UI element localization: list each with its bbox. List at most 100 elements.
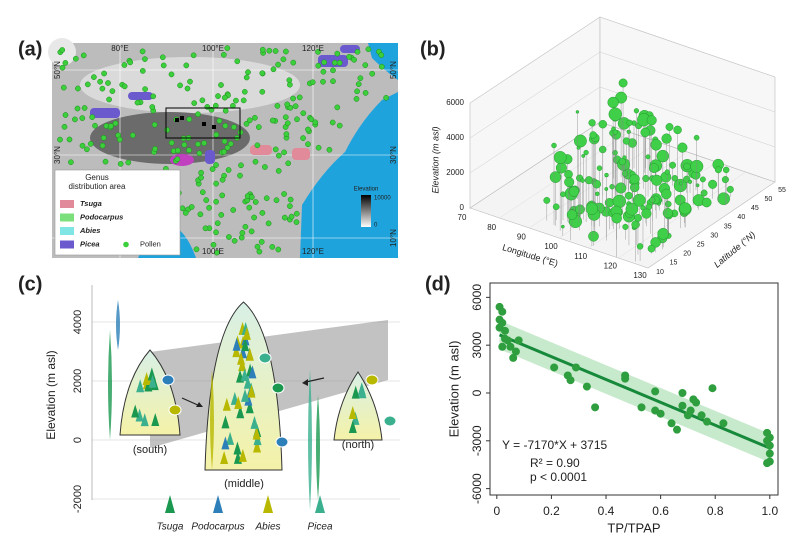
- site-ball: [679, 181, 683, 186]
- legend-tree: [165, 495, 175, 513]
- site-ball: [651, 174, 663, 186]
- site-ball: [650, 237, 661, 248]
- pollen-site: [142, 86, 148, 92]
- pollen-site: [226, 234, 232, 240]
- tree-icon: [244, 392, 253, 406]
- pollen-site: [219, 192, 226, 199]
- site-ball: [662, 207, 673, 218]
- pollen-site: [241, 88, 248, 95]
- pollen-site: [300, 110, 307, 117]
- y-title: Elevation (m asl): [44, 350, 58, 439]
- pollen-site: [196, 150, 203, 157]
- pollen-site: [174, 156, 181, 163]
- data-point: [566, 376, 575, 385]
- site-marker: [202, 122, 206, 126]
- pollen-site: [92, 122, 98, 129]
- pollen-site: [62, 112, 69, 118]
- pollen-site: [354, 48, 361, 55]
- site-ball: [629, 173, 640, 185]
- site-ball: [649, 163, 659, 173]
- pollen-site: [254, 142, 261, 149]
- tree-icon: [348, 405, 357, 419]
- site-ball: [632, 193, 646, 207]
- pollen-site: [222, 107, 229, 114]
- pollen-site: [233, 97, 239, 104]
- lat-label: 10°N: [389, 229, 398, 247]
- wall-grid: [469, 86, 601, 174]
- data-point: [511, 347, 520, 356]
- pollen-site: [186, 116, 193, 123]
- site-ball: [690, 159, 704, 173]
- pollen-site: [331, 59, 338, 66]
- x-tick-label: 130: [633, 271, 647, 280]
- pollen-site: [197, 211, 204, 218]
- pollen-site: [274, 103, 281, 109]
- site-ball: [608, 107, 622, 121]
- site-ball: [646, 115, 657, 126]
- pollen-site: [91, 74, 97, 80]
- z-tick-label: 6000: [446, 98, 464, 107]
- lat-label: 50°N: [53, 61, 62, 79]
- pollen-site: [305, 126, 311, 133]
- pollen-site: [353, 96, 360, 102]
- legend-swatch: [60, 200, 74, 208]
- data-point: [498, 342, 507, 351]
- site-ball: [625, 202, 639, 216]
- annotation: p < 0.0001: [530, 470, 587, 484]
- legend-label: Podocarpus: [80, 212, 123, 221]
- pollen-site: [238, 162, 244, 169]
- site-ball: [622, 223, 629, 230]
- pollen-site: [239, 230, 246, 236]
- fit-line: [498, 333, 771, 450]
- data-point: [656, 409, 665, 418]
- pollen-spindle: [108, 330, 112, 440]
- legend-label: Picea: [80, 239, 100, 248]
- site-ball: [657, 227, 670, 240]
- picea-area: [128, 92, 153, 100]
- site-ball: [612, 129, 618, 135]
- site-ball: [615, 182, 627, 194]
- arrow-head: [302, 379, 308, 386]
- tsuga-area: [250, 145, 272, 155]
- pollen-site: [262, 164, 268, 170]
- tree-icon: [147, 367, 156, 381]
- pollen-site: [218, 212, 225, 218]
- pollen-spindle: [316, 395, 320, 500]
- pollen-site: [168, 139, 175, 146]
- pollen-site: [270, 66, 277, 73]
- pollen-site: [215, 93, 221, 99]
- wall-grid: [599, 51, 776, 113]
- y-tick-label: -2000: [72, 485, 84, 513]
- data-point: [708, 384, 717, 393]
- site-ball: [700, 176, 706, 183]
- site-ball: [687, 179, 693, 184]
- tree-icon: [131, 404, 140, 418]
- pollen-site: [287, 203, 293, 209]
- site-ball: [650, 139, 662, 151]
- site-ball: [726, 185, 734, 193]
- data-point: [719, 419, 728, 428]
- arrow: [181, 397, 201, 407]
- pollen-site: [287, 81, 293, 88]
- site-ball: [618, 78, 628, 88]
- data-point: [667, 419, 676, 428]
- pollen-site: [221, 148, 227, 155]
- site-ball: [564, 177, 575, 188]
- pollen-site: [346, 53, 352, 60]
- elevation-min: 0: [374, 223, 378, 229]
- site-ball: [584, 176, 593, 185]
- panel-label: (a): [18, 38, 42, 60]
- tree-icon: [142, 371, 151, 385]
- pollen-site: [252, 114, 258, 121]
- pollen-site: [354, 88, 360, 95]
- site-ball: [665, 123, 674, 131]
- tree-icon: [240, 368, 249, 382]
- tree-icon: [234, 396, 243, 410]
- legend-swatch: [60, 227, 74, 235]
- tree-icon: [243, 375, 252, 389]
- site-ball: [622, 137, 631, 145]
- pollen-site: [272, 48, 279, 54]
- pollen-site: [300, 135, 306, 141]
- tree-icon: [250, 415, 259, 429]
- pollen-site: [202, 225, 209, 232]
